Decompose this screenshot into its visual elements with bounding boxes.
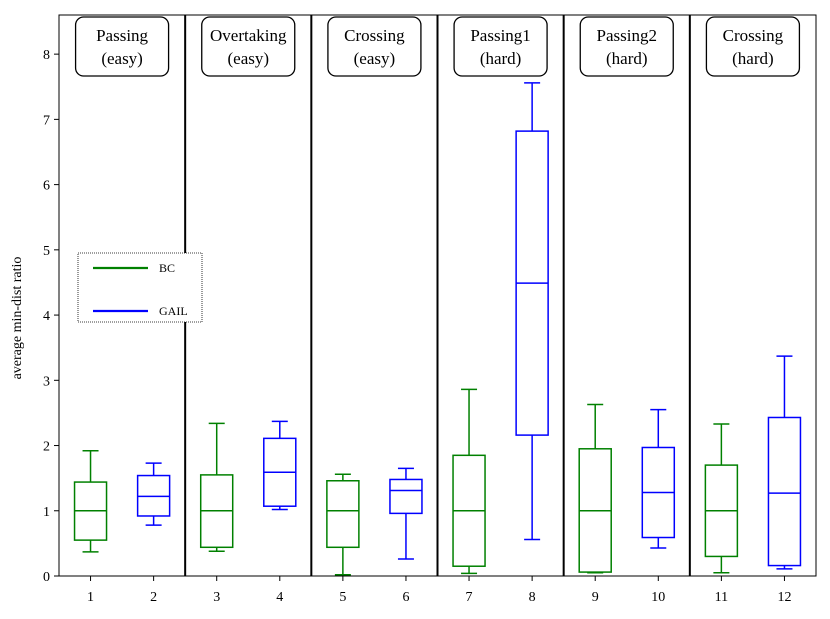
box-bc-5 [326, 473, 360, 576]
scenario-label-line1: Passing2 [597, 26, 657, 45]
box-bc-7 [452, 388, 486, 575]
scenario-label-line2: (easy) [101, 49, 143, 68]
scenario-label-box [579, 16, 674, 77]
y-axis-label: average min-dist ratio [10, 257, 25, 380]
x-axis: 1 2 3 4 5 6 7 8 9 10 11 12 [87, 576, 791, 605]
x-tick-label: 9 [592, 590, 599, 605]
box-gail-10 [641, 408, 676, 549]
legend: BC GAIL [77, 252, 203, 323]
y-tick-label: 6 [43, 179, 50, 194]
box-bc-3 [199, 422, 234, 552]
scenario-label-box [74, 16, 170, 77]
box-iqr [389, 478, 423, 515]
box-bc-9 [578, 403, 612, 574]
box-gail-2 [136, 462, 171, 526]
x-tick-label: 5 [339, 590, 346, 605]
x-tick-label: 8 [529, 590, 536, 605]
scenario-label-box [705, 16, 801, 77]
box-iqr [767, 416, 802, 567]
scenario-label-box [453, 16, 548, 77]
scenario-label-line1: Crossing [344, 26, 405, 45]
y-axis: 0 1 2 3 4 5 6 7 8 [43, 48, 59, 585]
scenario-label-line2: (easy) [227, 49, 269, 68]
x-tick-label: 3 [213, 590, 220, 605]
x-tick-label: 10 [651, 590, 665, 605]
legend-label-gail: GAIL [159, 304, 188, 318]
box-gail-4 [263, 420, 297, 511]
scenario-label-line1: Overtaking [210, 26, 287, 45]
scenario-label-line1: Passing1 [470, 26, 530, 45]
box-group [73, 82, 802, 576]
box-gail-6 [389, 467, 423, 560]
legend-label-bc: BC [159, 261, 175, 275]
scenario-label-line2: (hard) [480, 49, 522, 68]
box-bc-1 [73, 450, 108, 553]
scenario-label-line2: (hard) [732, 49, 774, 68]
y-tick-label: 1 [43, 505, 50, 520]
scenario-labels: Passing (easy) Overtaking (easy) Crossing (ea… [74, 16, 801, 77]
y-tick-label: 8 [43, 48, 50, 63]
x-tick-label: 2 [150, 590, 157, 605]
scenario-dividers [184, 15, 691, 576]
x-tick-label: 6 [402, 590, 409, 605]
scenario-label-line1: Crossing [723, 26, 784, 45]
y-tick-label: 7 [43, 113, 50, 128]
y-tick-label: 0 [43, 570, 50, 585]
x-tick-label: 11 [715, 590, 728, 605]
box-iqr [326, 480, 360, 549]
x-tick-label: 4 [276, 590, 283, 605]
x-tick-label: 1 [87, 590, 94, 605]
y-tick-label: 2 [43, 440, 50, 455]
plot-frame [58, 14, 817, 577]
y-tick-label: 3 [43, 374, 50, 389]
box-gail-12 [767, 355, 802, 570]
scenario-label-line2: (hard) [606, 49, 648, 68]
y-tick-label: 5 [43, 244, 50, 259]
scenario-label-line1: Passing [96, 26, 148, 45]
box-bc-11 [704, 423, 739, 574]
y-tick-label: 4 [43, 309, 50, 324]
scenario-label-line2: (easy) [354, 49, 396, 68]
scenario-label-box [327, 16, 422, 77]
box-gail-8 [515, 82, 549, 541]
x-tick-label: 7 [466, 590, 473, 605]
scenario-label-box [201, 16, 296, 77]
x-tick-label: 12 [777, 590, 791, 605]
